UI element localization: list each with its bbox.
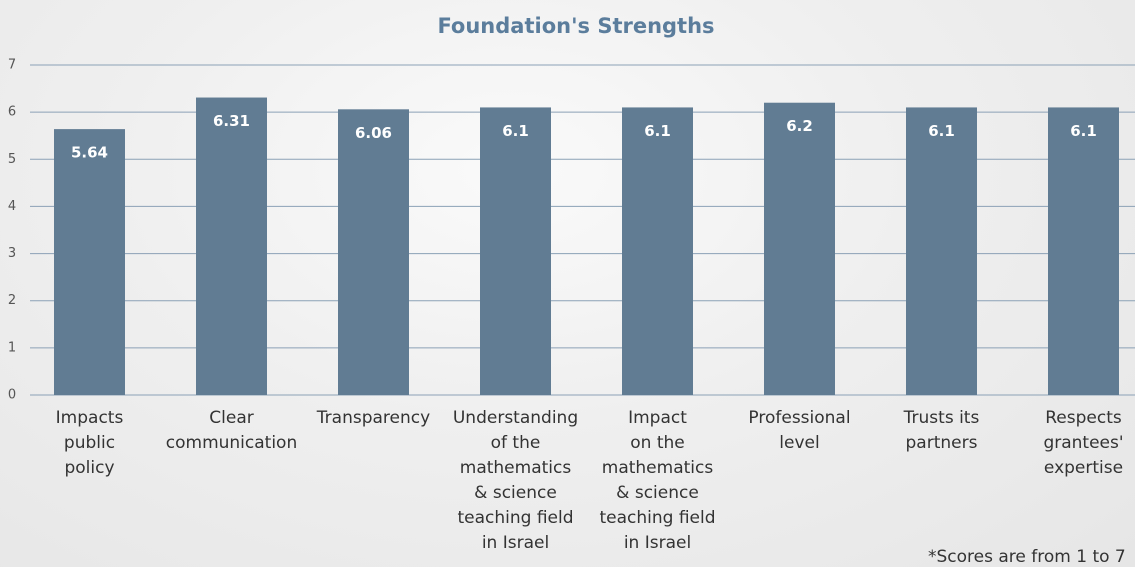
bar [196,97,267,396]
chart-title: Foundation's Strengths [437,14,714,38]
x-tick-label: Impact on the mathematics & science teaching… [599,408,715,553]
bar [622,107,693,395]
value-label: 6.1 [502,122,529,140]
value-label: 6.1 [644,122,671,140]
y-tick-label: 2 [8,293,16,308]
value-label: 6.31 [213,112,250,130]
value-label: 6.1 [1070,122,1097,140]
value-label: 6.2 [786,117,813,135]
x-tick-label: Transparency [316,408,430,428]
x-tick-label: Professional level [748,408,850,453]
x-tick-label: Impacts public policy [56,408,124,478]
bar [1048,107,1119,395]
y-tick-label: 0 [8,388,16,403]
x-tick-label: Understanding of the mathematics & science t… [453,408,578,553]
bar [906,107,977,395]
bar [338,109,409,396]
y-tick-label: 7 [8,58,16,73]
value-label: 5.64 [71,144,108,162]
bar [480,107,551,395]
y-tick-label: 6 [8,105,16,120]
y-tick-label: 4 [8,199,16,214]
x-tick-label: Trusts its partners [903,408,980,453]
value-label: 6.06 [355,124,392,142]
y-tick-label: 1 [8,340,16,355]
y-tick-label: 5 [8,152,16,167]
y-tick-label: 3 [8,246,16,261]
footnote: *Scores are from 1 to 7 [928,547,1126,567]
bar [764,102,835,395]
x-tick-label: Clear communication [166,408,297,453]
value-label: 6.1 [928,122,955,140]
bar [54,129,125,395]
x-tick-label: Respects grantees' expertise [1043,408,1123,478]
